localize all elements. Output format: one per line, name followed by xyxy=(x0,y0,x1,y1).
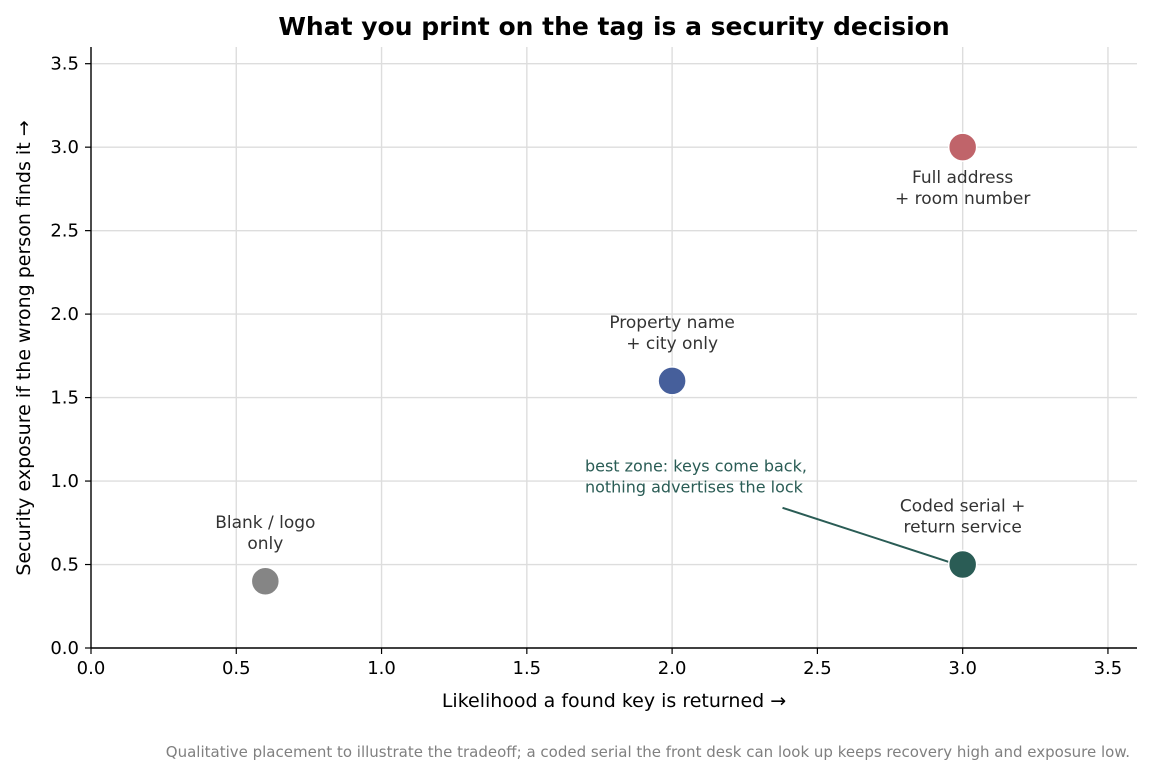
y-tick-label: 0.0 xyxy=(50,638,79,659)
data-point xyxy=(947,132,978,162)
data-point-label: Property name + city only xyxy=(609,313,735,354)
data-point-label: Full address + room number xyxy=(895,168,1030,209)
x-tick-label: 0.5 xyxy=(222,658,251,679)
data-points: Blank / logo only Property name + city only… xyxy=(215,132,1030,596)
x-tick-label: 3.5 xyxy=(1094,658,1123,679)
x-tick-label: 2.5 xyxy=(803,658,832,679)
data-point xyxy=(250,566,281,596)
annotation-text: best zone: keys come back, nothing advert… xyxy=(585,456,807,496)
data-point-label: Blank / logo only xyxy=(215,513,315,554)
x-tick-label: 0.0 xyxy=(77,658,106,679)
data-point xyxy=(657,366,687,396)
annotation: best zone: keys come back, nothing advert… xyxy=(585,456,958,566)
y-tick-label: 3.5 xyxy=(50,54,79,75)
y-tick-label: 3.0 xyxy=(50,137,79,158)
x-tick-label: 1.5 xyxy=(513,658,542,679)
tick-labels: 0.0 0.5 1.0 1.5 2.0 2.5 3.0 3.5 0.0 0.5 1.0 1.5 2.0 2… xyxy=(50,54,1122,679)
x-tick-label: 1.0 xyxy=(367,658,396,679)
footnote: Qualitative placement to illustrate the … xyxy=(166,743,1130,761)
y-tick-label: 2.5 xyxy=(50,221,79,242)
annotation-arrow xyxy=(782,506,958,566)
y-tick-label: 0.5 xyxy=(50,555,79,576)
grid xyxy=(91,47,1137,648)
x-tick-label: 3.0 xyxy=(948,658,977,679)
y-axis-label: Security exposure if the wrong person fi… xyxy=(13,120,35,575)
y-tick-label: 2.0 xyxy=(50,304,79,325)
x-axis-label: Likelihood a found key is returned → xyxy=(442,690,786,712)
data-point xyxy=(947,549,978,580)
y-tick-label: 1.0 xyxy=(50,471,79,492)
y-tick-label: 1.5 xyxy=(50,388,79,409)
axes xyxy=(85,47,1137,654)
chart-title: What you print on the tag is a security … xyxy=(278,12,949,41)
data-point-label: Coded serial + return service xyxy=(900,497,1026,538)
x-tick-label: 2.0 xyxy=(658,658,687,679)
